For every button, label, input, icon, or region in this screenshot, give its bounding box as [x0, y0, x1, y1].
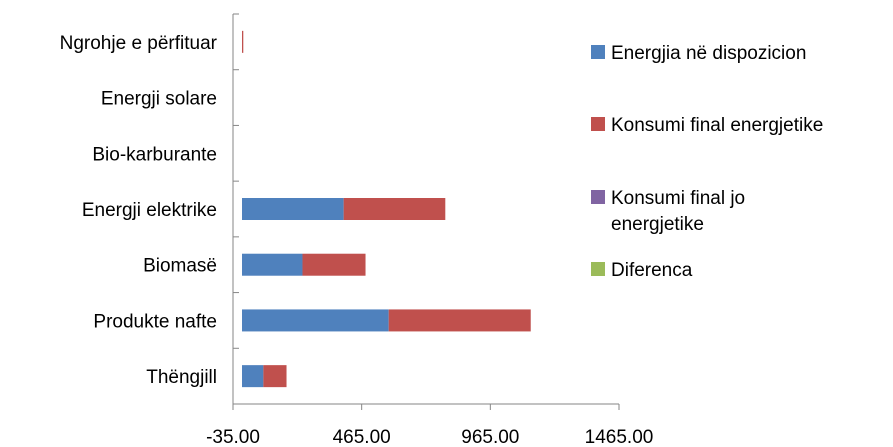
- bar-konsumi-final-energjetike-ngrohje-e-perfituar: [242, 30, 244, 53]
- category-label-bio-karburante: Bio-karburante: [92, 144, 217, 165]
- bar-energjia-ne-dispozicion-produkte-nafte: [242, 309, 389, 332]
- legend-swatch: [591, 262, 605, 276]
- bar-konsumi-final-energjetike-energji-elektrike: [343, 198, 446, 220]
- legend-swatch: [591, 117, 605, 131]
- category-label-biomase: Biomasë: [143, 256, 217, 277]
- category-label-produkte-nafte: Produkte nafte: [93, 311, 217, 332]
- bar-konsumi-final-energjetike-biomase: [302, 253, 366, 276]
- category-label-energji-solare: Energji solare: [101, 89, 217, 110]
- x-tick-label: 1465.00: [585, 427, 654, 447]
- legend-label: Energjia në dispozicion: [611, 43, 806, 64]
- legend-label: Diferenca: [611, 260, 693, 281]
- category-label-ngrohje-e-perfituar: Ngrohje e përfituar: [60, 33, 218, 54]
- legend: Energjia në dispozicion Konsumi final ene…: [591, 43, 823, 281]
- legend-item-konsumi-final-jo-energjetike: Konsumi final jo energjetike: [591, 188, 745, 235]
- legend-swatch: [591, 45, 605, 59]
- bar-energjia-ne-dispozicion-thengjill: [242, 365, 264, 388]
- bar-konsumi-final-energjetike-produkte-nafte: [388, 309, 531, 332]
- legend-label: Konsumi final jo energjetike: [611, 188, 745, 235]
- legend-swatch: [591, 190, 605, 204]
- category-label-energji-elektrike: Energji elektrike: [82, 200, 217, 221]
- plot-area: -35.00 465.00 965.00 1465.00 Thëngjill Produk…: [60, 13, 654, 447]
- x-tick-label: -35.00: [206, 427, 260, 447]
- legend-item-konsumi-final-energjetike: Konsumi final energjetike: [591, 115, 823, 136]
- x-tick-label: 965.00: [461, 427, 519, 447]
- legend-label: Konsumi final energjetike: [611, 115, 823, 136]
- category-label-thengjill: Thëngjill: [146, 367, 217, 388]
- bar-konsumi-final-energjetike-thengjill: [263, 365, 287, 388]
- bar-energjia-ne-dispozicion-energji-elektrike: [242, 198, 344, 220]
- bar-energjia-ne-dispozicion-biomase: [242, 253, 303, 276]
- x-tick-label: 465.00: [333, 427, 391, 447]
- legend-item-diferenca: Diferenca: [591, 260, 693, 281]
- legend-item-energjia-ne-dispozicion: Energjia në dispozicion: [591, 43, 806, 64]
